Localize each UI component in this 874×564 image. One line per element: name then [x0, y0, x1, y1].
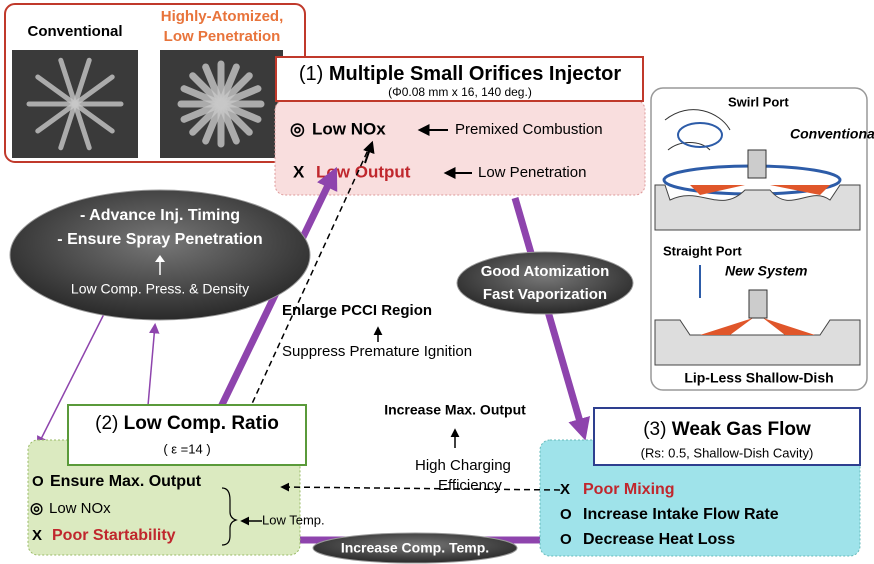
injector-panel: [274, 99, 646, 196]
title-text: Weak Gas Flow: [672, 419, 811, 440]
label: Highly-Atomized,: [161, 8, 284, 25]
label: Low Temp.: [262, 512, 325, 527]
marker: ◎: [30, 500, 43, 517]
arrow: [201, 166, 338, 442]
label: Conventional: [27, 23, 122, 40]
effect: Low NOx: [49, 500, 111, 517]
comp-temp-ellipse: [312, 532, 518, 564]
effect: Poor Startability: [52, 527, 176, 544]
title: (2) Low Comp. Ratio: [95, 413, 279, 434]
label: Lip-Less Shallow-Dish: [684, 370, 833, 386]
port-drawing: [654, 109, 861, 366]
label: Straight Port: [663, 243, 742, 258]
spray-plume: [58, 101, 78, 151]
arrow: [363, 140, 375, 164]
marker: O: [560, 531, 572, 548]
cause: Low Penetration: [478, 164, 586, 181]
spray-plume: [217, 85, 262, 108]
label: Good Atomization: [481, 263, 610, 280]
label: High Charging: [415, 457, 511, 474]
spray-plume: [72, 57, 92, 107]
brace: [221, 487, 238, 546]
arrowhead: [155, 255, 165, 262]
label: Fast Vaporization: [483, 286, 607, 303]
cause: Premixed Combustion: [455, 121, 603, 138]
effect: Ensure Max. Output: [50, 473, 202, 490]
title-text: Multiple Small Orifices Injector: [329, 63, 622, 85]
spray-plume: [72, 101, 115, 134]
spray-plume: [72, 74, 115, 107]
effect: Poor Mixing: [583, 481, 675, 498]
spray-plume: [35, 74, 78, 107]
sprays: [26, 57, 265, 151]
arrow: [511, 197, 591, 441]
marker: O: [560, 506, 572, 523]
number: (1): [299, 63, 323, 85]
title: (1) Multiple Small Orifices Injector: [299, 63, 622, 85]
marker: X: [32, 527, 42, 544]
label: New System: [725, 263, 807, 279]
label: - Advance Inj. Timing: [80, 207, 240, 224]
number: (2): [95, 413, 118, 434]
spec: ( ε =14 ): [163, 441, 210, 456]
label: Conventional: [790, 126, 874, 142]
label: Low Comp. Press. & Density: [71, 281, 249, 297]
label: Suppress Premature Ignition: [282, 343, 472, 360]
marker: X: [560, 481, 570, 498]
spec: (Φ0.08 mm x 16, 140 deg.): [388, 85, 532, 99]
effect: Decrease Heat Loss: [583, 531, 735, 548]
compression-title-box: [67, 404, 307, 466]
spray-plume: [72, 101, 92, 151]
arrow: [37, 311, 106, 447]
atomization-ellipse: [456, 251, 634, 315]
label: Low Penetration: [164, 28, 281, 45]
effect: Increase Intake Flow Rate: [583, 506, 779, 523]
spec: (Rs: 0.5, Shallow-Dish Cavity): [641, 445, 814, 460]
effect: Low Output: [316, 162, 411, 181]
spray-plume: [35, 101, 78, 134]
number: (3): [643, 419, 666, 440]
label: Increase Max. Output: [384, 402, 526, 418]
dashed-arrow: [239, 149, 369, 431]
label: Enlarge PCCI Region: [282, 302, 432, 319]
spray-plume: [58, 57, 78, 107]
label: Increase Comp. Temp.: [341, 540, 489, 556]
dashed-arrow: [280, 482, 561, 492]
label: Efficiency: [438, 477, 502, 494]
title: (3) Weak Gas Flow: [643, 419, 811, 440]
marker: O: [32, 473, 44, 490]
injector-title-box: [275, 56, 644, 102]
label: - Ensure Spray Penetration: [57, 231, 262, 248]
marker: X: [293, 162, 305, 181]
label: Swirl Port: [728, 94, 789, 109]
gas-flow-title-box: [593, 407, 861, 466]
ports-panel: [650, 87, 868, 391]
marker: ◎: [290, 119, 305, 138]
title-text: Low Comp. Ratio: [124, 413, 279, 434]
effect: Low NOx: [312, 119, 386, 138]
